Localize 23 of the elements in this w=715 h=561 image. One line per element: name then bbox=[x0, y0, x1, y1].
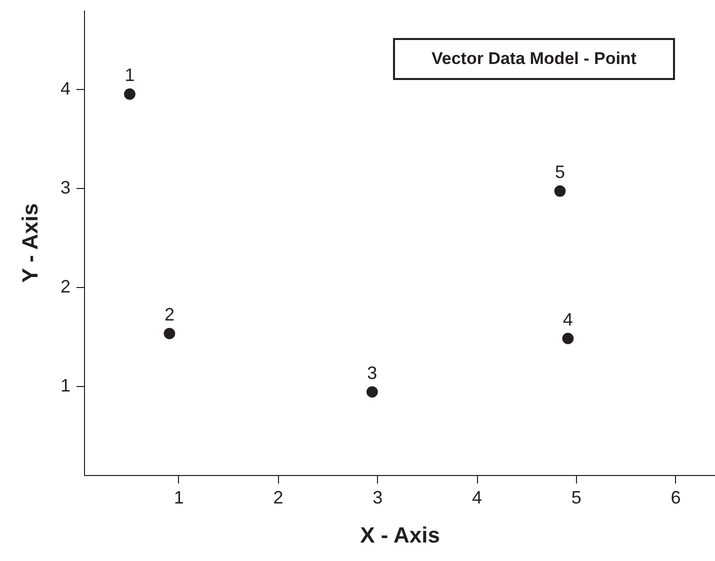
x-tick-label: 5 bbox=[571, 488, 582, 508]
x-tick-label: 2 bbox=[273, 488, 284, 508]
point bbox=[366, 386, 378, 398]
x-axis-title: X - Axis bbox=[360, 522, 440, 548]
x-tick-label: 3 bbox=[372, 488, 383, 508]
point bbox=[554, 185, 566, 197]
annotation: 1 bbox=[124, 65, 135, 86]
y-axis-title: Y - Axis bbox=[17, 203, 42, 283]
annotation: 3 bbox=[367, 362, 378, 383]
y-tick-label: 3 bbox=[60, 178, 70, 198]
annotation: 4 bbox=[562, 309, 573, 330]
y-tick-label: 1 bbox=[60, 375, 70, 396]
y-tick-label: 4 bbox=[60, 78, 70, 99]
x-tick-label: 1 bbox=[174, 488, 184, 508]
point bbox=[124, 88, 136, 100]
point bbox=[562, 332, 574, 344]
annotation: 5 bbox=[554, 162, 565, 182]
x-tick-label: 6 bbox=[670, 488, 681, 508]
title-frame: Vector Data Model - Point bbox=[393, 38, 675, 80]
point bbox=[164, 328, 176, 340]
x-tick-label: 4 bbox=[472, 488, 482, 508]
y-tick-label: 2 bbox=[60, 276, 70, 297]
annotation: 2 bbox=[164, 304, 174, 325]
